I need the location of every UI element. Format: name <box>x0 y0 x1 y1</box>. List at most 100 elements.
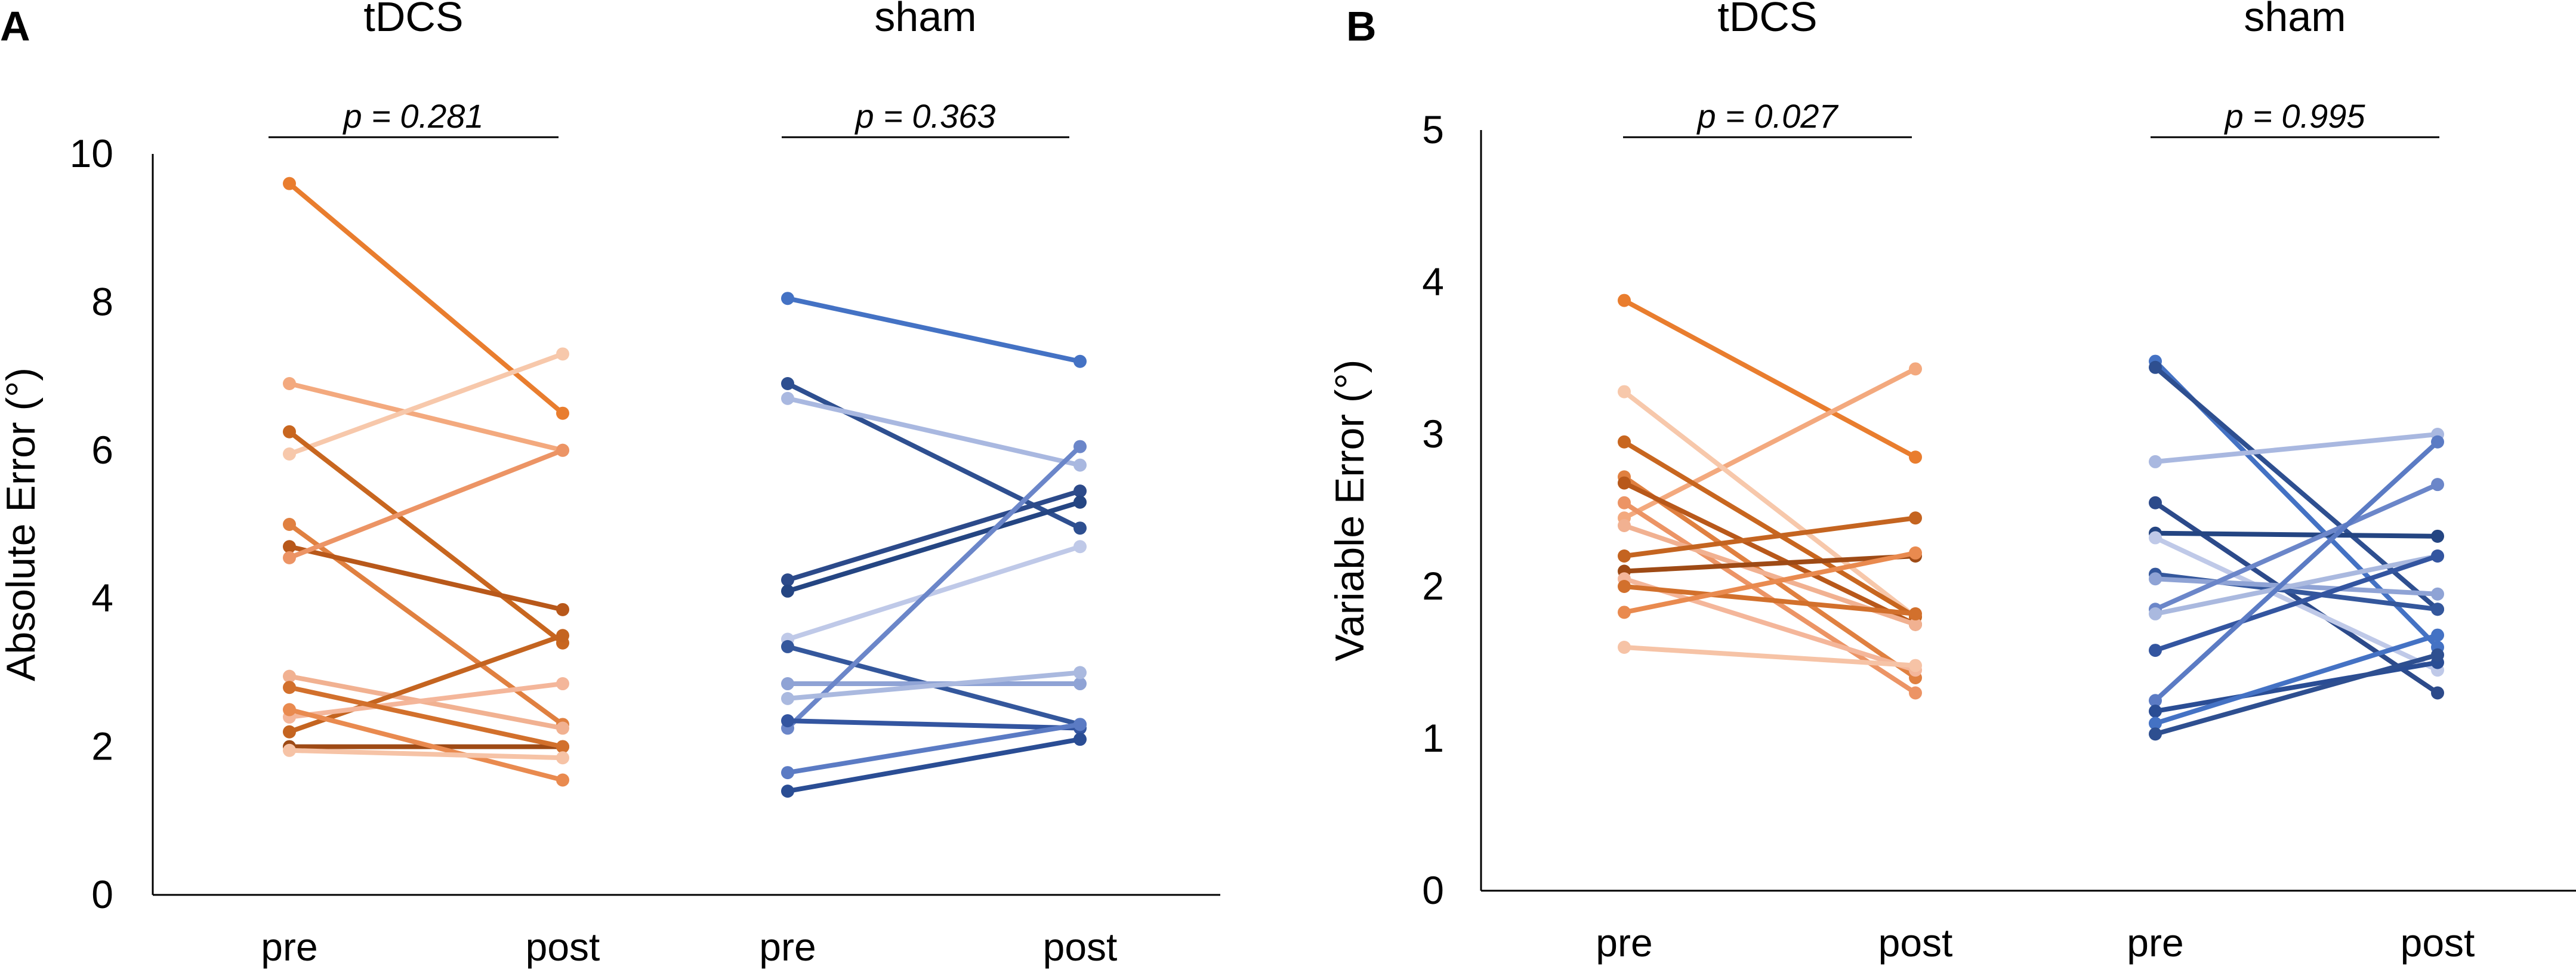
data-point-pre <box>781 292 794 305</box>
data-point-post <box>556 443 569 457</box>
data-point-post <box>1909 546 1922 560</box>
data-point-pre <box>283 377 296 391</box>
group-title: tDCS <box>1717 0 1817 40</box>
data-point-pre <box>1618 580 1631 593</box>
data-point-pre <box>1618 385 1631 399</box>
data-point-post <box>1073 484 1087 498</box>
data-point-post <box>2431 587 2444 601</box>
series-line <box>287 181 565 416</box>
series-line <box>1622 366 1918 521</box>
series-line <box>287 544 565 612</box>
y-axis-label: Variable Error (°) <box>1327 360 1372 662</box>
data-point-pre <box>2149 531 2162 545</box>
series-line <box>2153 482 2440 612</box>
y-tick-label: 0 <box>1422 868 1444 912</box>
x-tick-label: pre <box>759 925 816 969</box>
p-value-label: p = 0.281 <box>342 97 483 135</box>
series-line <box>287 633 565 734</box>
y-tick-label: 1 <box>1422 716 1444 760</box>
y-tick-label: 4 <box>91 576 113 620</box>
data-point-pre <box>2149 572 2162 586</box>
data-point-pre <box>283 540 296 554</box>
y-tick-label: 3 <box>1422 412 1444 456</box>
series-line <box>287 707 565 783</box>
data-point-post <box>556 740 569 753</box>
data-point-pre <box>781 691 794 705</box>
series-line <box>1622 576 1918 673</box>
data-point-pre <box>1618 476 1631 490</box>
series-line <box>287 429 565 646</box>
data-point-post <box>1909 617 1922 631</box>
data-point-post <box>1909 686 1922 700</box>
data-point-pre <box>2149 496 2162 509</box>
p-value-label: p = 0.027 <box>1696 97 1838 135</box>
series-line <box>2153 365 2440 612</box>
series-line <box>1622 554 1918 574</box>
series-line <box>785 489 1082 583</box>
data-point-pre <box>283 518 296 531</box>
data-point-pre <box>2149 644 2162 657</box>
series-line <box>785 499 1082 594</box>
series-line <box>2153 554 2440 616</box>
series-line <box>1622 584 1918 616</box>
data-point-pre <box>1618 519 1631 532</box>
p-value-label: p = 0.363 <box>854 97 995 135</box>
group-sham: sham p = 0.363 pre post <box>759 0 1117 969</box>
data-point-pre <box>781 377 794 391</box>
x-tick-label: post <box>1878 921 1953 965</box>
y-tick-label: 5 <box>1422 107 1444 152</box>
series-line <box>2153 530 2440 539</box>
data-point-post <box>2431 628 2444 642</box>
x-tick-label: pre <box>1596 921 1652 965</box>
data-point-pre <box>283 703 296 717</box>
x-tick-label: post <box>526 925 600 969</box>
data-point-pre <box>2149 717 2162 730</box>
series-line <box>2153 660 2440 714</box>
x-tick-label: post <box>1043 925 1118 969</box>
data-point-pre <box>283 177 296 190</box>
data-point-post <box>1909 607 1922 620</box>
group-title: sham <box>874 0 976 40</box>
series-line <box>785 670 1082 701</box>
data-point-pre <box>1618 294 1631 307</box>
data-point-pre <box>781 766 794 780</box>
data-point-pre <box>1618 496 1631 509</box>
y-axis-label: Absolute Error (°) <box>0 367 44 681</box>
data-point-pre <box>2149 455 2162 468</box>
panel-letter: B <box>1346 3 1377 50</box>
data-point-post <box>556 751 569 765</box>
data-point-post <box>2431 478 2444 492</box>
data-point-post <box>1909 511 1922 525</box>
data-point-post <box>1073 521 1087 535</box>
y-tick-label: 0 <box>91 872 113 916</box>
group-sham: sham p = 0.995 pre post <box>2127 0 2475 965</box>
x-tick-label: pre <box>261 925 317 969</box>
series-line <box>2153 554 2440 653</box>
data-point-post <box>2431 686 2444 700</box>
data-point-post <box>556 677 569 691</box>
series-line <box>785 444 1082 731</box>
data-point-pre <box>2149 727 2162 741</box>
series-line <box>1622 298 1918 460</box>
data-point-pre <box>781 584 794 598</box>
data-point-pre <box>283 669 296 683</box>
series-line <box>785 722 1082 776</box>
series-line <box>2153 439 2440 703</box>
data-point-post <box>556 347 569 361</box>
y-tick-label: 8 <box>91 279 113 323</box>
data-point-pre <box>2149 360 2162 374</box>
group-tdcs: tDCS p = 0.027 pre post <box>1596 0 1952 965</box>
data-point-pre <box>2149 705 2162 718</box>
data-point-post <box>1073 733 1087 746</box>
data-point-post <box>556 721 569 735</box>
data-point-post <box>1073 677 1087 691</box>
series-line <box>287 681 565 719</box>
data-point-post <box>1073 440 1087 453</box>
y-tick-label: 2 <box>91 724 113 768</box>
series-line <box>2153 632 2440 726</box>
y-tick-label: 10 <box>70 131 113 175</box>
data-point-pre <box>283 425 296 438</box>
data-point-post <box>556 406 569 420</box>
data-point-post <box>1073 718 1087 731</box>
